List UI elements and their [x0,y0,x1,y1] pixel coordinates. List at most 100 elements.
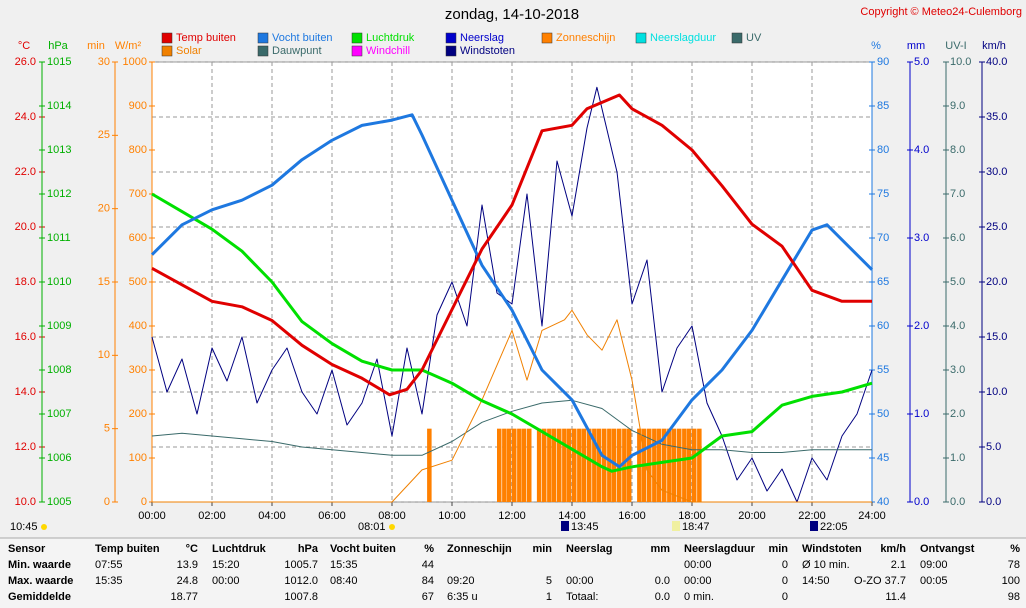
sunshine-bar [662,428,667,502]
y-tick-label: 10.0 [950,56,971,68]
table-cell: 08:40 [330,575,358,587]
axis-title: min [87,40,105,52]
legend-swatch [731,32,743,44]
event-icon [672,521,680,531]
y-tick-label: 400 [129,320,147,332]
table-cell: 0 min. [684,591,714,603]
sunshine-bar [517,428,522,502]
table-cell: 0 [782,559,788,571]
x-tick-label: 24:00 [858,510,886,522]
table-cell: 00:00 [212,575,240,587]
y-tick-label: 1005 [47,496,71,508]
sunshine-bar [512,428,517,502]
table-cell: 44 [422,559,434,571]
sunshine-bar [622,428,627,502]
table-cell: 00:00 [684,559,712,571]
table-cell: Max. waarde [8,575,73,587]
sunshine-bar [547,428,552,502]
sunshine-bar [497,428,502,502]
y-tick-label: 12.0 [15,441,36,453]
y-tick-label: 0 [141,496,147,508]
y-tick-label: 3.0 [914,232,929,244]
y-tick-label: 25 [98,129,110,141]
y-tick-label: 7.0 [950,188,965,200]
sunshine-bar [536,428,542,502]
axis-title: mm [907,40,925,52]
series-line [150,113,874,469]
y-tick-label: 4.0 [950,320,965,332]
sunshine-bar [686,428,692,502]
sunshine-bar [587,428,592,502]
y-tick-label: 1.0 [950,452,965,464]
table-cell: 15:35 [95,575,123,587]
y-tick-label: 800 [129,144,147,156]
y-tick-label: 1.0 [914,408,929,420]
y-tick-label: 10.0 [986,386,1007,398]
table-cell: 18.77 [170,591,198,603]
y-tick-label: 100 [129,452,147,464]
table-header: Ontvangst [920,543,975,555]
legend-swatch [635,32,647,44]
y-tick-label: 4.0 [914,144,929,156]
y-tick-label: 24.0 [15,111,36,123]
table-header: Luchtdruk [212,543,267,555]
y-tick-label: 1007 [47,408,71,420]
y-tick-label: 80 [877,144,889,156]
axis-title: W/m² [115,40,142,52]
sunshine-bar [581,428,587,502]
legend-label: UV [746,32,762,44]
x-tick-label: 16:00 [618,510,646,522]
x-tick-label: 22:00 [798,510,826,522]
table-cell: Ø 10 min. [802,559,850,571]
x-tick-label: 00:00 [138,510,166,522]
table-cell: 07:55 [95,559,123,571]
table-header: °C [186,543,198,555]
series-line [151,86,873,503]
table-header: min [532,543,552,555]
y-tick-label: 1012 [47,188,71,200]
table-cell: 1012.0 [284,575,318,587]
y-tick-label: 65 [877,276,889,288]
table-cell: 0 [782,591,788,603]
legend-label: Neerslagduur [650,32,716,44]
y-tick-label: 1009 [47,320,71,332]
table-cell: 09:00 [920,559,948,571]
legend-label: Solar [176,45,202,57]
sun-icon [41,524,47,530]
x-tick-label: 08:00 [378,510,406,522]
legend-swatch [445,45,457,57]
sunshine-bar [562,428,567,502]
y-tick-label: 10.0 [15,496,36,508]
sunshine-bar [577,428,582,502]
table-cell: 78 [1008,559,1020,571]
sunshine-bar [682,428,687,502]
y-tick-label: 1010 [47,276,71,288]
table-cell: 2.1 [891,559,906,571]
y-tick-label: 55 [877,364,889,376]
event-icon [561,521,569,531]
y-tick-label: 20.0 [15,221,36,233]
y-tick-label: 200 [129,408,147,420]
y-tick-label: 40 [877,496,889,508]
table-cell: 98 [1008,591,1020,603]
table-header: Vocht buiten [330,543,396,555]
x-tick-label: 14:00 [558,510,586,522]
sunshine-bar [427,428,432,502]
y-tick-label: 300 [129,364,147,376]
legend-label: Vocht buiten [272,32,333,44]
sunshine-bar [697,428,702,502]
legend-label: Luchtdruk [366,32,415,44]
y-tick-label: 16.0 [15,331,36,343]
sunshine-bar [611,428,617,502]
legend-label: Neerslag [460,32,504,44]
copyright: Copyright © Meteo24-Culemborg [860,6,1022,18]
table-header: Temp buiten [95,543,160,555]
table-header: Zonneschijn [447,543,512,555]
x-tick-label: 12:00 [498,510,526,522]
y-tick-label: 26.0 [15,56,36,68]
series-line [152,309,872,503]
y-tick-label: 70 [877,232,889,244]
table-cell: 1005.7 [284,559,318,571]
y-tick-label: 5.0 [986,441,1001,453]
